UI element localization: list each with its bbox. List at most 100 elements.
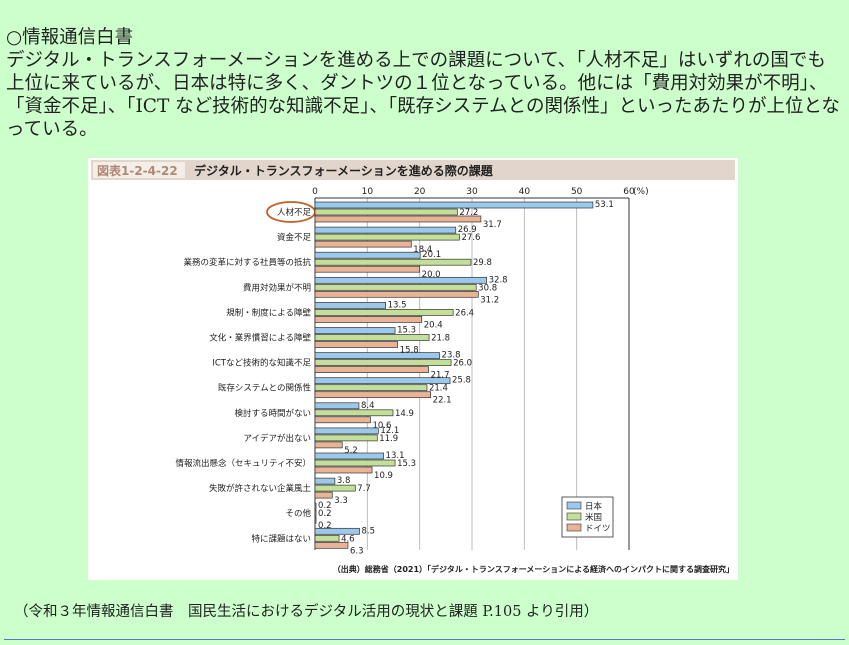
data-label: 8.5 <box>361 526 375 536</box>
data-label: 29.8 <box>473 258 492 268</box>
category-label: 資金不足 <box>277 232 312 243</box>
unit-label: (%) <box>633 187 649 197</box>
chart-image: 図表1-2-4-22 デジタル・トランスフォーメーションを進める際の課題 0 10 20… <box>88 158 738 580</box>
data-label: 13.5 <box>388 300 407 310</box>
source-note: （出典）総務省（2021）「デジタル・トランスフォーメーションによる経済へのイン… <box>333 564 734 574</box>
intro-text: ○情報通信白書 デジタル・トランスフォーメーションを進める上での課題について、「… <box>6 26 841 141</box>
data-label: 32.8 <box>489 275 508 285</box>
bar-日本 <box>314 452 384 460</box>
bar-日本 <box>314 402 360 410</box>
x-tick-label: 0 <box>312 187 318 197</box>
bar-chart: 図表1-2-4-22 デジタル・トランスフォーメーションを進める際の課題 0 10 20… <box>91 160 735 574</box>
bar-米国 <box>314 233 460 241</box>
data-label: 27.6 <box>461 233 480 243</box>
bar-ドイツ <box>314 441 343 449</box>
bar-日本 <box>314 527 360 535</box>
data-label: 20.1 <box>422 250 441 260</box>
legend-swatch-ドイツ <box>566 523 582 532</box>
category-label: ICTなど技術的な知識不足 <box>212 358 311 369</box>
data-label: 11.9 <box>379 434 398 444</box>
data-label: 26.9 <box>458 225 477 235</box>
bar-ドイツ <box>314 516 317 524</box>
data-label: 0.2 <box>318 521 332 531</box>
category-label: その他 <box>285 508 311 519</box>
title-bar <box>91 160 735 180</box>
x-tick-label: 20 <box>414 187 426 197</box>
data-label: 21.8 <box>431 334 450 344</box>
data-label: 0.2 <box>318 501 332 511</box>
bar-ドイツ <box>314 290 479 298</box>
bar-米国 <box>314 509 317 517</box>
figure-number: 図表1-2-4-22 <box>97 163 178 178</box>
data-label: 0.2 <box>318 509 332 519</box>
bar-米国 <box>314 534 340 542</box>
category-label: 既存システムとの関係性 <box>218 383 312 394</box>
bar-ドイツ <box>314 265 421 273</box>
bar-日本 <box>314 502 317 510</box>
bar-日本 <box>314 276 488 284</box>
bar-日本 <box>314 201 594 209</box>
x-tick-label: 40 <box>519 187 531 197</box>
intro-body: デジタル・トランスフォーメーションを進める上での課題について、「人材不足」はいず… <box>6 50 840 140</box>
data-label: 12.1 <box>380 426 399 436</box>
bottom-divider <box>4 639 845 640</box>
bar-米国 <box>314 359 452 366</box>
data-label: 21.7 <box>431 371 450 381</box>
data-label: 21.4 <box>429 384 448 394</box>
category-label: 人材不足 <box>277 207 312 218</box>
bar-米国 <box>314 283 477 291</box>
legend-label: ドイツ <box>585 524 611 534</box>
legend-label: 日本 <box>585 501 603 512</box>
data-label: 5.2 <box>344 446 358 456</box>
data-label: 10.6 <box>372 421 391 431</box>
category-label: 情報流出懸念（セキュリティ不安） <box>176 458 312 469</box>
x-tick-label: 50 <box>571 187 583 197</box>
bar-ドイツ <box>314 316 423 323</box>
data-label: 3.8 <box>337 476 351 486</box>
section-heading: ○情報通信白書 <box>6 27 134 48</box>
data-label: 6.3 <box>350 546 364 556</box>
data-label: 8.4 <box>361 401 375 411</box>
category-label: 規制・制度による障壁 <box>226 307 311 318</box>
bar-米国 <box>314 208 458 216</box>
bar-日本 <box>314 327 396 334</box>
data-label: 20.0 <box>422 270 441 280</box>
category-label: 文化・業界慣習による障壁 <box>209 333 311 344</box>
data-label: 26.0 <box>453 359 472 369</box>
bar-日本 <box>314 427 379 435</box>
x-tick-label: 10 <box>362 187 374 197</box>
data-label: 7.7 <box>357 484 371 494</box>
bar-ドイツ <box>314 466 373 474</box>
bar-日本 <box>314 352 440 359</box>
bar-米国 <box>314 434 378 442</box>
bar-米国 <box>314 409 394 417</box>
bar-ドイツ <box>314 215 482 223</box>
legend-label: 米国 <box>585 512 602 523</box>
bar-ドイツ <box>314 366 429 373</box>
category-label: 業務の変革に対する社員等の抵抗 <box>183 257 311 268</box>
data-label: 27.2 <box>459 208 478 218</box>
data-label: 31.2 <box>480 295 499 305</box>
x-tick-label: 30 <box>466 187 478 197</box>
category-label: 費用対効果が不明 <box>243 282 311 293</box>
data-label: 30.8 <box>478 283 497 293</box>
data-label: 20.4 <box>424 320 443 330</box>
x-tick-label: 60 <box>623 187 635 197</box>
data-label: 31.7 <box>483 220 502 230</box>
data-label: 18.4 <box>413 245 432 255</box>
bar-日本 <box>314 226 457 234</box>
bar-ドイツ <box>314 391 432 399</box>
data-label: 15.3 <box>397 326 416 336</box>
category-label: アイデアが出ない <box>243 433 311 444</box>
bar-日本 <box>314 477 336 485</box>
data-label: 3.3 <box>334 496 348 506</box>
bar-米国 <box>314 384 428 392</box>
figure-number-box <box>93 162 185 178</box>
bar-日本 <box>314 251 421 259</box>
bar-日本 <box>314 377 451 385</box>
data-label: 14.9 <box>395 409 414 419</box>
data-label: 53.1 <box>595 200 614 210</box>
legend-swatch-米国 <box>566 512 582 521</box>
data-label: 15.8 <box>400 346 419 356</box>
legend-swatch-日本 <box>566 501 582 510</box>
